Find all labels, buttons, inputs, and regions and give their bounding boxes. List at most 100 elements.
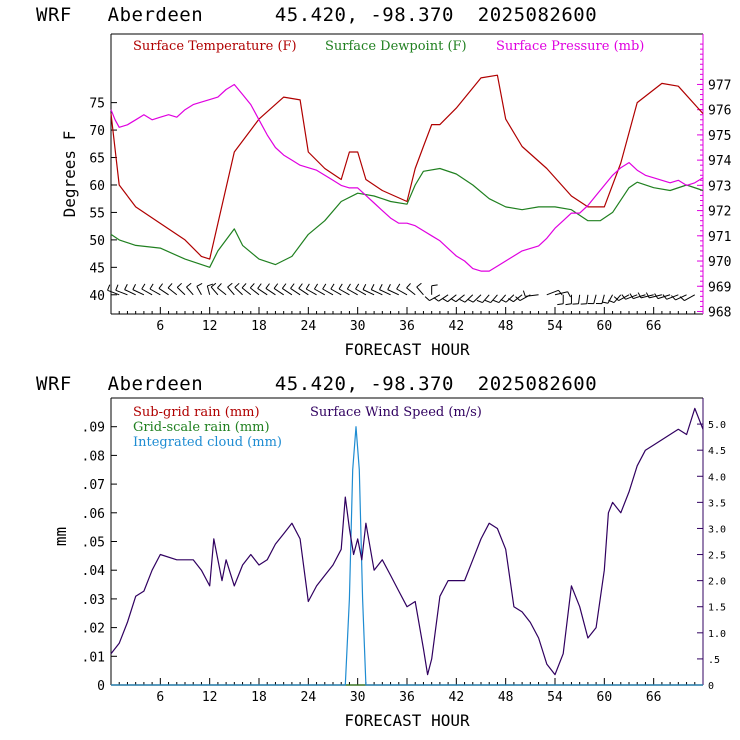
y-tick-label: .02 [82,622,105,637]
barb-flag [322,283,327,290]
y2-tick-label: 971 [708,230,731,245]
barb-shaft [490,294,498,303]
barb-shaft [347,288,358,296]
wind-barb [662,294,679,300]
wind-barb [546,289,563,296]
y-axis-label: mm [51,527,70,546]
y-tick-label: .01 [82,650,105,665]
wind-barb [346,283,358,296]
barb-flag [416,282,422,288]
barb-flag [508,298,514,303]
legend-cloud: Integrated cloud (mm) [133,435,282,450]
header2-run: 2025082600 [477,373,598,395]
x-tick-label: 12 [202,319,218,334]
wind-barb [379,284,391,296]
y2-tick-label: 974 [708,154,732,169]
barb-shaft [472,294,482,303]
y-tick-label: 0 [97,679,105,694]
barb-flag [124,284,128,290]
y2-tick-label: 976 [708,104,731,119]
legend-wind-speed: Surface Wind Speed (m/s) [310,405,482,420]
barb-flag [424,296,430,301]
barb-shaft [593,294,597,304]
y2-tick-label: 975 [708,129,731,144]
barb-shaft [416,286,424,296]
barb-shaft [406,287,416,296]
wind-barb [370,284,383,296]
x-tick-label: 54 [547,690,563,705]
barb-flag [500,299,507,303]
barb-shaft [206,285,211,295]
barb-flag [442,298,448,303]
barb-shaft [607,294,613,304]
barb-shaft [498,294,507,303]
y-axis-label: Degrees F [60,131,79,218]
barb-shaft [141,288,153,296]
barb-flag [608,299,615,304]
y-tick-label: 70 [89,124,105,139]
wind-barb [362,284,375,296]
barb-flag [557,303,564,306]
panel-2 [110,397,704,686]
wind-barb [431,284,438,295]
y2-tick-label: 3.5 [708,498,726,509]
y2-tick-label: 969 [708,280,731,295]
wind-barb [433,294,449,302]
barb-flag [431,284,438,287]
y2-tick-label: 973 [708,179,731,194]
wind-barb [355,283,367,296]
x-tick-label: 6 [156,319,164,334]
x-tick-label: 42 [449,319,465,334]
header2-model: WRF [36,373,72,395]
barb-flag [662,294,668,300]
wind-barb [493,294,507,304]
barb-flag [281,283,287,289]
barb-shaft [186,286,194,296]
x-axis-label: FORECAST HOUR [344,711,470,730]
barb-shaft [633,294,646,300]
x-tick-label: 18 [251,319,267,334]
barb-shaft [338,288,350,296]
barb-flag [355,283,360,290]
y-tick-label: .04 [82,564,106,579]
barb-flag [406,283,411,289]
wind-barb [132,284,145,296]
wind-barb [572,294,581,305]
barb-shaft [290,288,301,296]
wind-barb [637,292,654,299]
wind-barb [459,294,474,303]
barb-flag [484,299,491,304]
panel-1 [107,33,704,315]
barb-shaft [305,288,317,296]
y2-tick-label: 1.5 [708,603,726,614]
barb-shaft [132,289,145,296]
wind-barb [281,283,293,296]
wind-barb [273,283,284,296]
barb-shaft [250,287,260,296]
barb-flag [493,299,500,304]
barb-shaft [196,286,202,296]
y2-tick-label: .5 [708,655,720,666]
barb-shaft [330,288,342,296]
barb-shaft [640,294,654,299]
wind-barb [338,283,350,296]
chart2-header: WRF Aberdeen 45.420, -98.370 2025082600 [36,373,597,395]
wind-barb [210,282,219,296]
wind-barb [629,293,646,300]
wind-barb [107,284,120,296]
wind-barb [249,283,260,296]
barb-shaft [455,294,465,303]
barb-shaft [322,288,334,296]
barb-flag [149,283,154,290]
wind-barb [467,294,482,303]
barb-flag [362,284,367,290]
barb-flag [379,284,383,290]
barb-flag [621,294,626,300]
wind-barb [424,294,441,302]
y2-tick-label: 2.0 [708,577,726,588]
barb-flag [257,283,262,289]
barb-shaft [482,294,490,303]
y-tick-label: .06 [82,507,105,522]
barb-shaft [282,288,293,296]
barb-shaft [124,289,136,296]
